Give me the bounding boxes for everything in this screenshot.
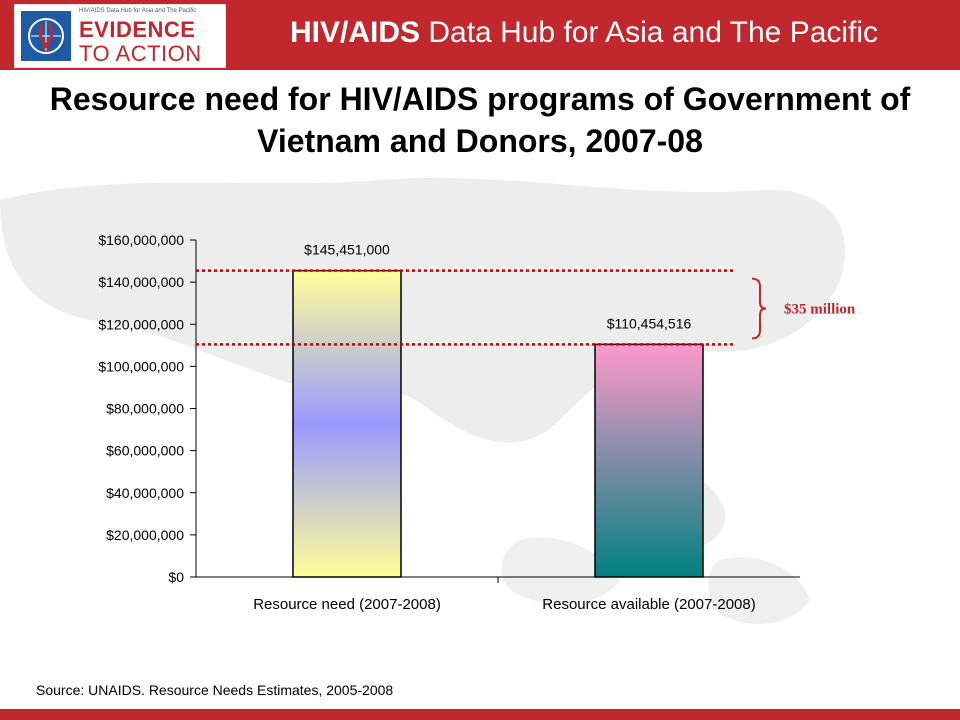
y-tick-label: $60,000,000 — [106, 443, 184, 459]
y-tick-label: $140,000,000 — [98, 274, 184, 290]
x-tick-label: Resource available (2007-2008) — [542, 596, 755, 613]
header-bar: HIV/AIDS Data Hub for Asia and The Pacif… — [0, 0, 960, 70]
bar — [594, 343, 704, 578]
x-tick-label: Resource need (2007-2008) — [253, 596, 441, 613]
data-label: $145,451,000 — [304, 242, 390, 258]
y-tick-label: $0 — [168, 569, 184, 585]
y-tick-label: $40,000,000 — [106, 485, 184, 501]
footer-bar — [0, 709, 960, 720]
y-tick-label: $80,000,000 — [106, 401, 184, 417]
data-label: $110,454,516 — [607, 315, 692, 331]
header-title: HIV/AIDS Data Hub for Asia and The Pacif… — [290, 16, 878, 50]
logo-text-to-action: TO ACTION — [79, 41, 202, 66]
logo-caption: HIV/AIDS Data Hub for Asia and The Pacif… — [79, 8, 197, 14]
source-note: Source: UNAIDS. Resource Needs Estimates… — [36, 682, 394, 698]
un-ribbon-icon — [21, 11, 71, 61]
bar — [292, 269, 402, 578]
chart-title: Resource need for HIV/AIDS programs of G… — [49, 81, 911, 159]
gap-annotation: $35 million — [784, 301, 856, 317]
y-tick-label: $100,000,000 — [98, 358, 184, 374]
y-tick-label: $160,000,000 — [98, 232, 184, 248]
logo-text-evidence: EVIDENCE — [79, 17, 196, 42]
header-title-bold: HIV/AIDS — [290, 16, 421, 49]
y-tick-label: $120,000,000 — [98, 316, 184, 332]
brace-annotation — [751, 277, 767, 340]
y-tick-label: $20,000,000 — [106, 527, 184, 543]
logo: HIV/AIDS Data Hub for Asia and The Pacif… — [14, 4, 226, 68]
header-title-rest: Data Hub for Asia and The Pacific — [420, 16, 879, 49]
